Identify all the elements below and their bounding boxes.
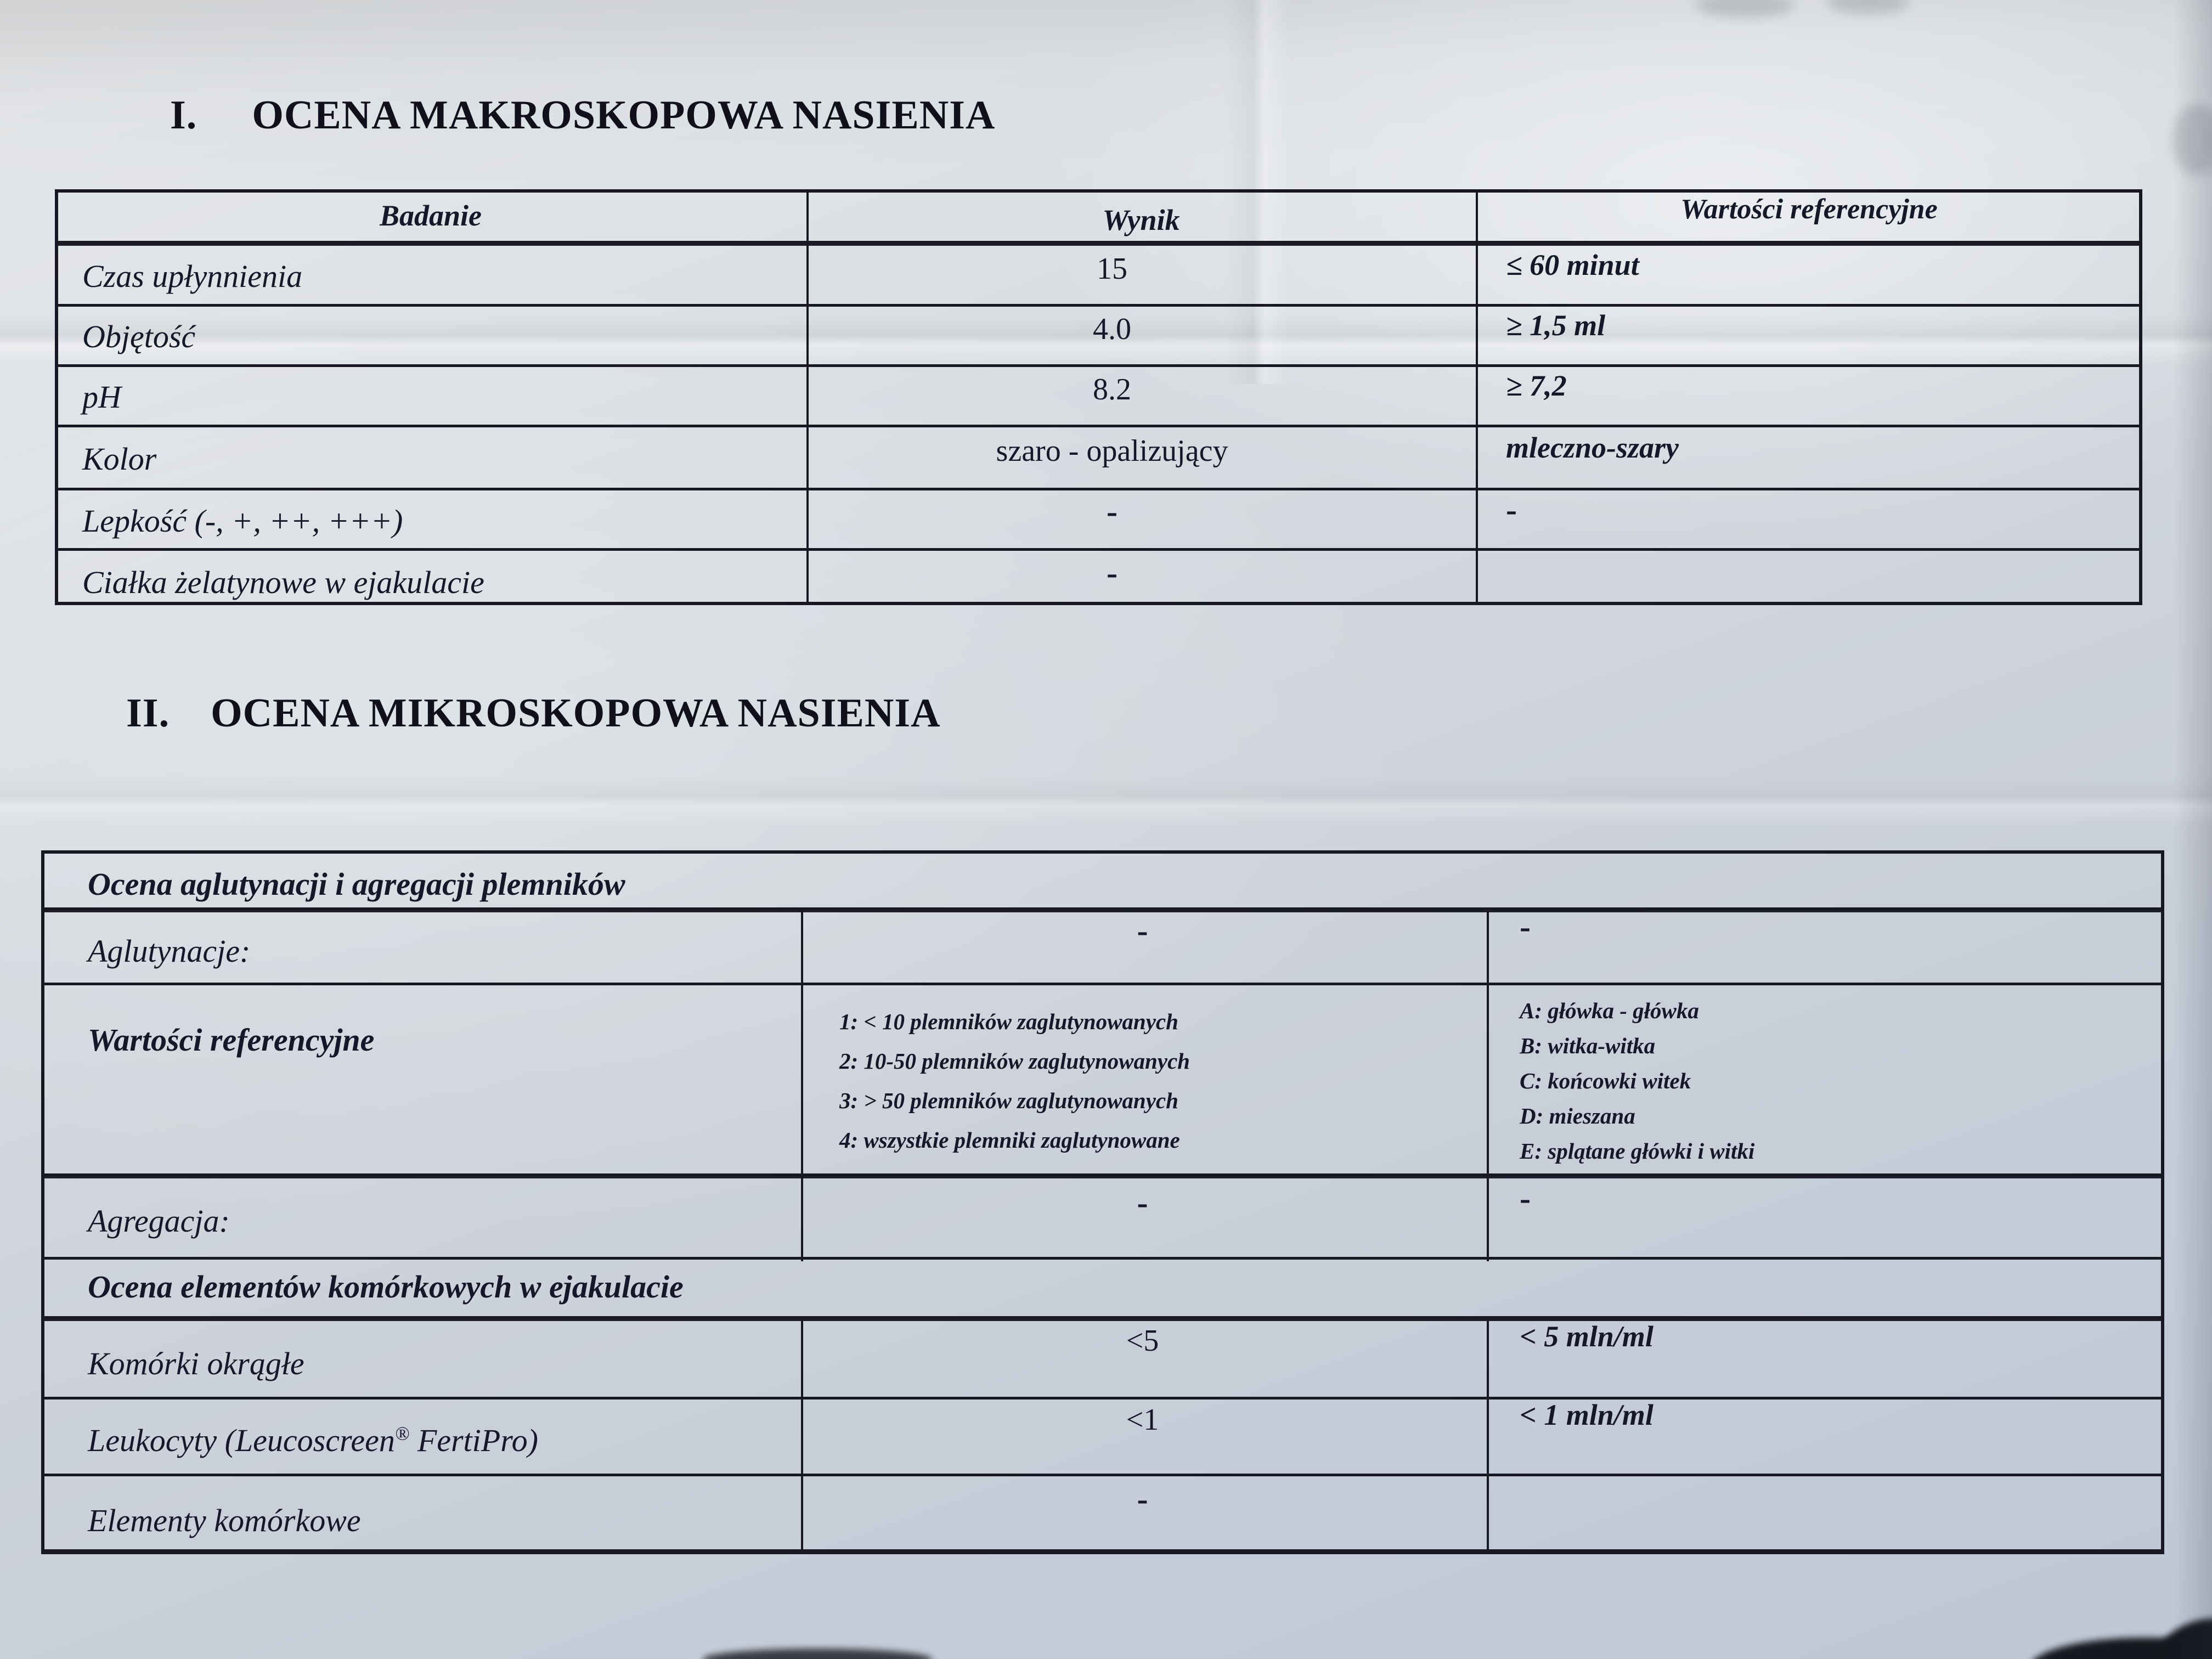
table-line — [1476, 193, 1478, 602]
table-line — [801, 1321, 803, 1549]
agglutination-scale-item: 1: < 10 plemników zaglutynowanych — [839, 1009, 1178, 1034]
reference-value: < 5 mln/ml — [1520, 1320, 1654, 1353]
paper-smudge — [1695, 0, 1794, 18]
table-line — [58, 488, 2139, 490]
table-line — [58, 425, 2139, 427]
table-line — [44, 1397, 2161, 1400]
section-header-elementy-komorkowe: Ocena elementów komórkowych w ejakulacie — [88, 1269, 684, 1305]
agglutination-type-item: B: witka-witka — [1520, 1033, 1656, 1058]
reference-value: ≥ 7,2 — [1506, 369, 1567, 402]
result-value: - — [1137, 1184, 1148, 1221]
photo-edge-shadow — [2174, 0, 2212, 1659]
table-line — [44, 1173, 2161, 1178]
section2-title-text: OCENA MIKROSKOPOWA NASIENIA — [211, 691, 941, 736]
reference-value: ≥ 1,5 ml — [1506, 309, 1606, 342]
section1-title: I. OCENA MAKROSKOPOWA NASIENIA — [170, 92, 995, 139]
row-label: Czas upłynnienia — [82, 258, 303, 294]
table-line — [1487, 1321, 1489, 1549]
paper-smudge — [2172, 104, 2212, 176]
result-value: 8.2 — [1093, 373, 1131, 407]
result-value: - — [1137, 912, 1148, 949]
section1-title-text: OCENA MAKROSKOPOWA NASIENIA — [252, 93, 996, 138]
agglutination-type-item: C: końcowki witek — [1520, 1068, 1691, 1093]
col-header-badanie: Badanie — [379, 199, 482, 232]
result-value: <5 — [1126, 1324, 1159, 1358]
row-label: Ciałka żelatynowe w ejakulacie — [82, 565, 484, 600]
row-label: Wartości referencyjne — [88, 1022, 375, 1058]
row-label: Elementy komórkowe — [88, 1503, 361, 1538]
macroscopic-table — [55, 189, 2142, 605]
result-value: 4.0 — [1093, 312, 1131, 346]
row-label: Lepkość (-, +, ++, +++) — [82, 503, 403, 539]
col-header-wartosci-referencyjne: Wartości referencyjne — [1680, 194, 1938, 225]
reference-value: ≤ 60 minut — [1506, 249, 1639, 281]
reference-value: mleczno-szary — [1506, 431, 1679, 464]
result-value: - — [1107, 493, 1118, 529]
microscopic-table — [41, 850, 2164, 1554]
table-line — [58, 364, 2139, 367]
table-line — [1487, 907, 1489, 1261]
paper-smudge — [1827, 0, 1909, 14]
row-label: pH — [82, 379, 121, 415]
result-value: <1 — [1126, 1403, 1159, 1437]
row-label: Komórki okrągłe — [88, 1346, 304, 1381]
result-value: szaro - opalizujący — [996, 434, 1228, 468]
table-line — [44, 1474, 2161, 1476]
row-label-part: Leukocyty (Leucoscreen — [88, 1423, 395, 1458]
agglutination-type-item: E: splątane główki i witki — [1520, 1138, 1755, 1164]
row-label: Aglutynacje: — [88, 933, 251, 969]
table-line — [44, 907, 2161, 912]
agglutination-scale-item: 3: > 50 plemników zaglutynowanych — [839, 1088, 1178, 1113]
table-line — [44, 1257, 2161, 1260]
section2-number: II. — [126, 691, 170, 736]
result-value: 15 — [1097, 252, 1127, 286]
reference-value: < 1 mln/ml — [1520, 1398, 1654, 1431]
agglutination-scale-item: 2: 10-50 plemników zaglutynowanych — [839, 1048, 1190, 1074]
reference-value: - — [1506, 492, 1517, 528]
section2-title: II. OCENA MIKROSKOPOWA NASIENIA — [126, 690, 941, 737]
reference-value: - — [1520, 909, 1531, 945]
table-line — [44, 983, 2161, 985]
table-line — [58, 548, 2139, 551]
agglutination-type-item: A: główka - główka — [1520, 998, 1699, 1023]
agglutination-scale-item: 4: wszystkie plemniki zaglutynowane — [839, 1127, 1180, 1153]
registered-trademark-symbol: ® — [394, 1423, 410, 1444]
col-header-wynik: Wynik — [1102, 204, 1180, 236]
table-line — [58, 304, 2139, 307]
section1-number: I. — [170, 93, 198, 138]
paper-crease-horizontal — [0, 776, 2212, 826]
table-line — [58, 241, 2139, 246]
reference-value: - — [1520, 1180, 1531, 1216]
table-line — [806, 193, 809, 602]
result-value: - — [1137, 1481, 1148, 1517]
result-value: - — [1107, 555, 1118, 591]
dark-edge-bottom — [702, 1649, 933, 1659]
row-label-part: FertiPro) — [409, 1423, 538, 1458]
table-line — [801, 907, 803, 1261]
agglutination-type-item: D: mieszana — [1520, 1103, 1635, 1128]
section-header-aglutynacja: Ocena aglutynacji i agregacji plemników — [88, 866, 625, 902]
row-label: Leukocyty (Leucoscreen® FertiPro) — [88, 1422, 538, 1459]
table-line — [44, 1316, 2161, 1321]
row-label: Kolor — [82, 441, 157, 477]
row-label: Agregacja: — [88, 1203, 230, 1239]
row-label: Objętość — [82, 319, 196, 354]
